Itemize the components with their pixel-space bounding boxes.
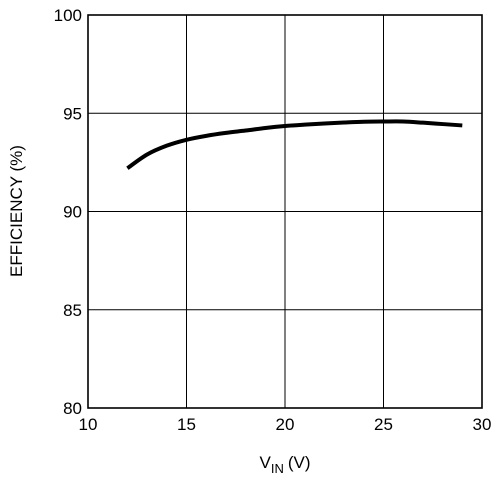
- x-axis-label-unit: (V): [288, 453, 311, 472]
- y-tick-label-85: 85: [63, 301, 82, 320]
- y-tick-label-95: 95: [63, 104, 82, 123]
- plot-area: [87, 14, 483, 409]
- y-tick-label-80: 80: [63, 399, 82, 418]
- y-axis-label: EFFICIENCY (%): [7, 145, 26, 277]
- y-tick-label-100: 100: [54, 6, 82, 25]
- x-tick-label-25: 25: [374, 415, 393, 434]
- series-line-0: [126, 119, 463, 170]
- x-axis-label: VIN (V): [259, 453, 310, 476]
- series-layer: [126, 119, 463, 170]
- x-tick-label-10: 10: [79, 415, 98, 434]
- grid-lines: [88, 15, 482, 408]
- x-tick-label-30: 30: [473, 415, 492, 434]
- y-tick-labels: 80 85 90 95 100: [54, 6, 82, 418]
- x-axis-label-main: V: [259, 453, 271, 472]
- x-axis-label-subscript: IN: [271, 461, 284, 476]
- x-tick-label-15: 15: [177, 415, 196, 434]
- y-tick-label-90: 90: [63, 203, 82, 222]
- x-tick-labels: 10 15 20 25 30: [79, 415, 492, 434]
- x-tick-label-20: 20: [276, 415, 295, 434]
